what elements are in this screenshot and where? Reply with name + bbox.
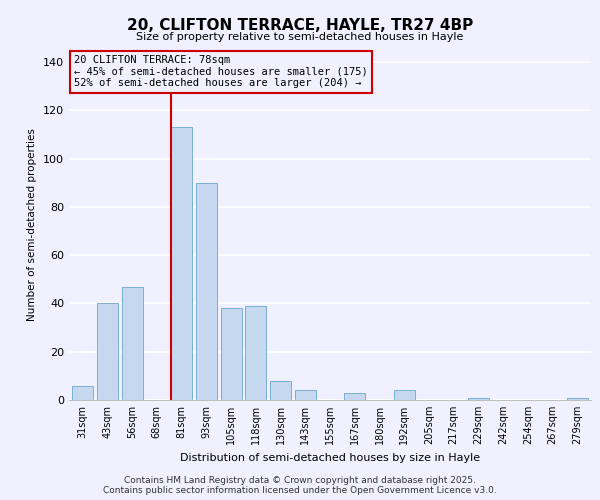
- Bar: [171, 127, 192, 400]
- Bar: [270, 380, 291, 400]
- Text: 20, CLIFTON TERRACE, HAYLE, TR27 4BP: 20, CLIFTON TERRACE, HAYLE, TR27 4BP: [127, 18, 473, 32]
- Bar: [221, 308, 242, 400]
- Text: Contains HM Land Registry data © Crown copyright and database right 2025.: Contains HM Land Registry data © Crown c…: [124, 476, 476, 485]
- Bar: [567, 398, 588, 400]
- X-axis label: Distribution of semi-detached houses by size in Hayle: Distribution of semi-detached houses by …: [180, 452, 480, 462]
- Y-axis label: Number of semi-detached properties: Number of semi-detached properties: [28, 128, 37, 322]
- Bar: [344, 393, 365, 400]
- Bar: [394, 390, 415, 400]
- Bar: [72, 386, 93, 400]
- Text: 20 CLIFTON TERRACE: 78sqm
← 45% of semi-detached houses are smaller (175)
52% of: 20 CLIFTON TERRACE: 78sqm ← 45% of semi-…: [74, 56, 368, 88]
- Bar: [468, 398, 489, 400]
- Bar: [245, 306, 266, 400]
- Bar: [295, 390, 316, 400]
- Bar: [122, 286, 143, 400]
- Text: Size of property relative to semi-detached houses in Hayle: Size of property relative to semi-detach…: [136, 32, 464, 42]
- Text: Contains public sector information licensed under the Open Government Licence v3: Contains public sector information licen…: [103, 486, 497, 495]
- Bar: [196, 183, 217, 400]
- Bar: [97, 304, 118, 400]
